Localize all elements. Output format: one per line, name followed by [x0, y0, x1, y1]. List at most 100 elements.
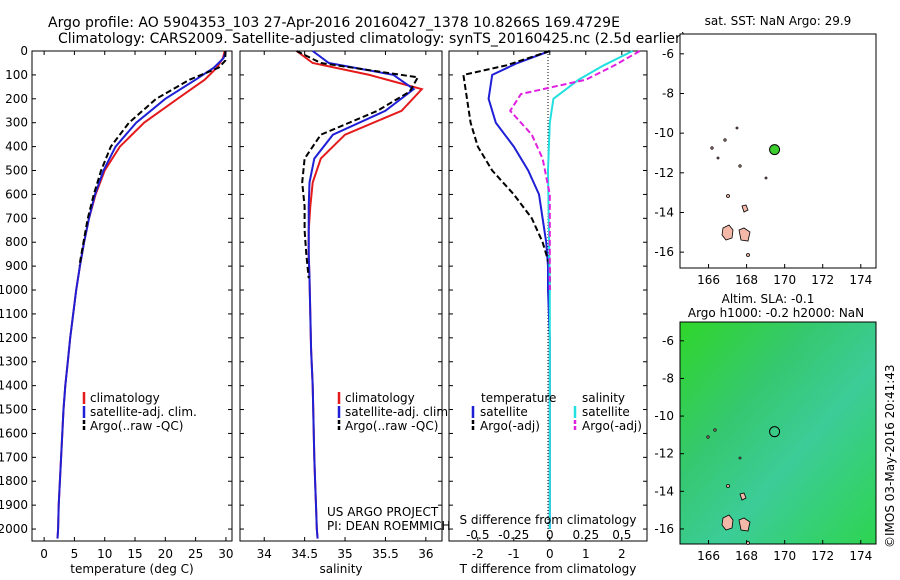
- t-difference-tick-label: 1: [582, 547, 590, 561]
- series-line-temperature-satellite: [487, 50, 551, 529]
- legend-satellite: satellite-adj. clim.: [90, 405, 197, 419]
- map-lat-label: -8: [662, 86, 674, 100]
- pressure-tick-label: 900: [5, 259, 28, 273]
- map-lon-label: 168: [735, 549, 758, 563]
- figure-subtitle: Climatology: CARS2009. Satellite-adjuste…: [58, 31, 686, 47]
- s-difference-label: S difference from climatology: [460, 513, 637, 527]
- sla-map-field: [679, 321, 877, 545]
- map-lon-label: 172: [811, 549, 834, 563]
- temperature-tick-label: 30: [218, 547, 233, 561]
- pressure-tick-label: 600: [5, 187, 28, 201]
- salinity-profiles: [296, 50, 424, 539]
- series-line-satellite-adj-clim-: [56, 50, 227, 539]
- pressure-tick-label: 0: [20, 44, 28, 58]
- pressure-tick-label: 1900: [0, 498, 28, 512]
- salinity-x-axis: 34 34.5 35 35.5 36: [257, 51, 433, 561]
- map-lat-label: -8: [662, 371, 674, 385]
- difference-x-axis: -2 -1 0 1 2: [472, 51, 626, 561]
- sst-map-axes: 166 168 170 172 174 -6 -8 -10 -12 -14 -16: [654, 47, 872, 287]
- sst-map-title: sat. SST: NaN Argo: 29.9: [705, 14, 852, 28]
- s-difference-tick-label: 0.25: [572, 528, 599, 542]
- pressure-tick-label: 1500: [0, 403, 28, 417]
- pressure-tick-label: 500: [5, 164, 28, 178]
- temperature-tick-label: 25: [188, 547, 203, 561]
- t-difference-tick-label: -2: [472, 547, 484, 561]
- pressure-tick-label: 1800: [0, 474, 28, 488]
- difference-legend: temperature salinity satellite Argo(-adj…: [471, 391, 642, 433]
- s-difference-ticks: -0.5 -0.25 0 0.25 0.5: [466, 528, 631, 542]
- salinity-y-ticks: [240, 50, 442, 530]
- legend-climatology-sal: climatology: [345, 391, 415, 405]
- legend-climatology: climatology: [90, 391, 160, 405]
- legend-temp-argo: Argo(-adj): [480, 419, 540, 433]
- map-lon-label: 166: [697, 549, 720, 563]
- series-line-argo-raw-qc-: [78, 51, 227, 267]
- salinity-tick-label: 35: [337, 547, 352, 561]
- series-line-salinity-argo-adj-: [508, 50, 641, 290]
- series-line-temperature-argo-adj-: [462, 50, 551, 290]
- pressure-tick-label: 1300: [0, 355, 28, 369]
- credit-line-1: US ARGO PROJECT: [327, 505, 439, 519]
- sst-map-land: [710, 126, 768, 257]
- temperature-x-axis: 0 5 10 15 20 25 30: [40, 51, 234, 561]
- sla-map-land: [706, 428, 751, 545]
- legend-argo: Argo(..raw -QC): [90, 419, 183, 433]
- temperature-tick-label: 20: [158, 547, 173, 561]
- temperature-plot-frame: [31, 50, 233, 542]
- series-line-satellite-adj-clim-: [307, 50, 416, 539]
- map-lat-label: -10: [654, 126, 674, 140]
- sla-map-axes: 166 168 170 172 174 -6 -8 -10 -12 -14 -16: [654, 334, 872, 563]
- t-difference-tick-label: -1: [508, 547, 520, 561]
- argo-float-marker: [769, 144, 781, 156]
- pressure-tick-label: 1100: [0, 307, 28, 321]
- map-lat-label: -12: [654, 447, 674, 461]
- difference-y-ticks: [449, 50, 647, 530]
- s-difference-tick-label: -0.5: [466, 528, 489, 542]
- map-lon-label: 170: [773, 549, 796, 563]
- legend-satellite-sal: satellite-adj. clim.: [345, 405, 452, 419]
- temperature-tick-label: 5: [71, 547, 79, 561]
- pressure-tick-label: 1200: [0, 331, 28, 345]
- pressure-tick-label: 100: [5, 68, 28, 82]
- pressure-tick-label: 400: [5, 140, 28, 154]
- map-lon-label: 170: [773, 273, 796, 287]
- salinity-tick-label: 36: [418, 547, 433, 561]
- pressure-tick-label: 700: [5, 211, 28, 225]
- difference-panel: -2 -1 0 1 2 S difference from climatology -0…: [448, 50, 648, 576]
- salinity-tick-label: 35.5: [372, 547, 399, 561]
- legend-argo-sal: Argo(..raw -QC): [345, 419, 438, 433]
- figure-title: Argo profile: AO 5904353_103 27-Apr-2016…: [48, 15, 620, 31]
- map-lat-label: -6: [662, 47, 674, 61]
- salinity-xlabel: salinity: [319, 562, 362, 576]
- map-lon-label: 174: [849, 549, 872, 563]
- s-difference-tick-label: 0: [546, 528, 554, 542]
- legend-sal-satellite: satellite: [582, 405, 630, 419]
- t-difference-tick-label: 0: [546, 547, 554, 561]
- sla-map-title-1: Altim. SLA: -0.1: [722, 292, 815, 306]
- map-lat-label: -6: [662, 334, 674, 348]
- sla-map-title-2: Argo h1000: -0.2 h2000: NaN: [688, 306, 864, 320]
- legend-sal-header: salinity: [582, 391, 625, 405]
- imos-timestamp: ©IMOS 03-May-2016 20:41:43: [883, 364, 897, 548]
- map-lon-label: 174: [849, 273, 872, 287]
- pressure-tick-label: 1400: [0, 379, 28, 393]
- salinity-panel: 34 34.5 35 35.5 36 salinity climatology sate…: [239, 50, 452, 576]
- salinity-tick-label: 34: [257, 547, 272, 561]
- temperature-tick-label: 15: [127, 547, 142, 561]
- pressure-tick-label: 1700: [0, 450, 28, 464]
- temperature-panel: 0100200300400500600700800900100011001200…: [0, 44, 234, 576]
- difference-profiles: [462, 50, 641, 529]
- legend-temp-header: temperature: [481, 391, 556, 405]
- t-difference-tick-label: 2: [618, 547, 626, 561]
- credit-line-2: PI: DEAN ROEMMICH: [327, 519, 450, 533]
- map-lon-label: 168: [735, 273, 758, 287]
- temperature-tick-label: 0: [40, 547, 48, 561]
- salinity-legend: climatology satellite-adj. clim. Argo(..…: [337, 391, 452, 433]
- map-lat-label: -16: [654, 522, 674, 536]
- map-lat-label: -12: [654, 166, 674, 180]
- pressure-axis: 0 100 200 300 400 500 600 700 800 900 1000 1100 1200…: [0, 44, 232, 536]
- map-lat-label: -16: [654, 245, 674, 259]
- pressure-tick-label: 800: [5, 235, 28, 249]
- series-line-argo-raw-qc-: [296, 50, 420, 279]
